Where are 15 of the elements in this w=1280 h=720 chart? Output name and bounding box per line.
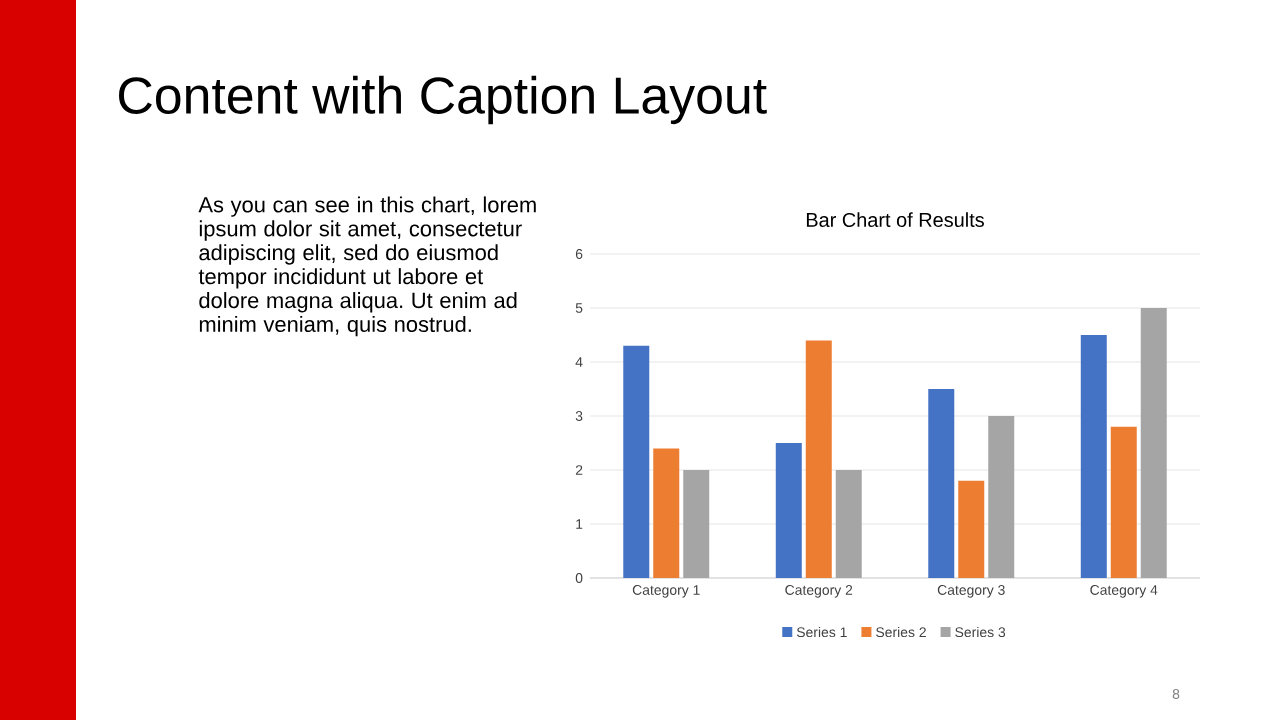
bar xyxy=(835,470,862,578)
bar xyxy=(775,443,802,578)
bar xyxy=(1110,426,1137,578)
bar xyxy=(683,470,710,578)
bar xyxy=(653,448,680,578)
text: As you can see in this chart, lorem ipsum dolor sit amet, consectetur adipiscing elit, sed do eiusmod tempor incididunt ut labore et dolore magna aliqua. Ut enim ad minim veniam, quis nostrud. xyxy=(198,196,536,337)
bar xyxy=(623,345,650,578)
bar xyxy=(1080,334,1107,578)
bar xyxy=(988,416,1015,578)
text: Content with Caption Layout xyxy=(119,75,767,125)
bar xyxy=(805,340,832,578)
bar xyxy=(1140,307,1167,578)
bar xyxy=(958,480,985,578)
chart-title: Bar Chart of Results xyxy=(806,212,984,227)
bar xyxy=(928,389,955,578)
